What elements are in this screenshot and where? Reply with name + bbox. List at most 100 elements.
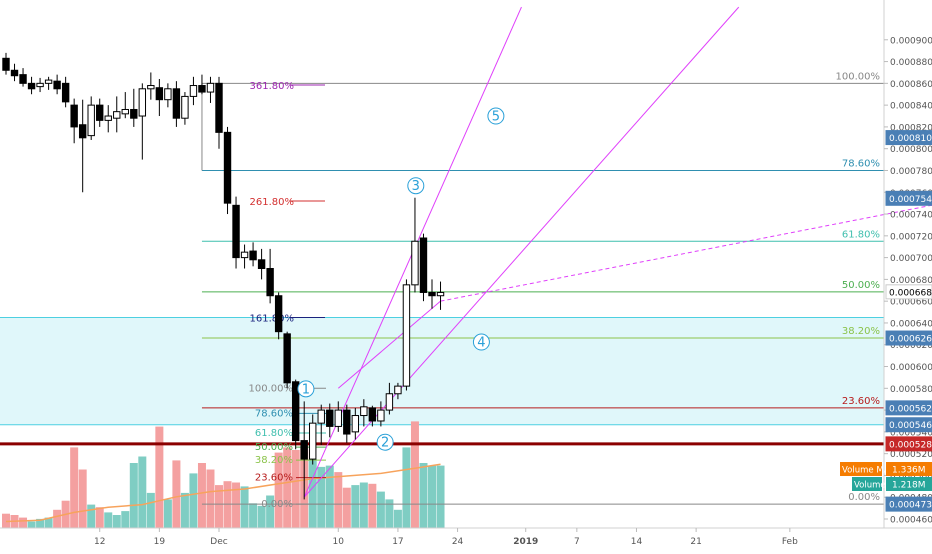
candle-body xyxy=(121,108,129,115)
volume-tag-name-label: Volume MA xyxy=(842,466,890,476)
candle-body xyxy=(181,95,189,119)
volume-bar xyxy=(19,517,28,528)
volume-bar xyxy=(385,499,394,528)
y-tick-label: 0.00066000 xyxy=(890,298,932,308)
volume-bar xyxy=(112,515,121,528)
volume-bar xyxy=(146,492,155,528)
mini-fib-label: 61.80% xyxy=(255,428,293,439)
volume-ma-line xyxy=(5,463,441,523)
candle-body xyxy=(87,104,95,137)
volume-bar xyxy=(215,485,223,528)
volume-bar xyxy=(257,505,266,528)
volume-bar xyxy=(197,463,206,528)
volume-bar xyxy=(410,421,419,528)
volume-bar xyxy=(163,499,172,528)
candle-body xyxy=(317,409,325,424)
price-tag-layer: 0.00081021 0.00075445 0.00066858 0.00062616… xyxy=(840,130,932,512)
highlight-zone xyxy=(0,317,884,425)
y-tick-label: 0.00054000 xyxy=(890,428,932,438)
fib-level-label: 78.60% xyxy=(842,158,880,169)
x-tick-label: Dec xyxy=(210,537,227,547)
y-tick-label: 0.00058000 xyxy=(890,385,932,395)
y-tick-label: 0.00082000 xyxy=(890,123,932,133)
volume-bar xyxy=(308,459,317,528)
x-tick-label: 2019 xyxy=(513,537,538,547)
volume-bar xyxy=(189,473,198,528)
wave-label-text: 5 xyxy=(492,110,500,125)
mini-fib-label: 78.60% xyxy=(255,408,293,419)
mini-fib-label: 50.00% xyxy=(255,442,293,453)
volume-bar xyxy=(283,447,292,528)
y-tick-label: 0.00086000 xyxy=(890,80,932,90)
price-tag xyxy=(885,330,932,346)
candle-body xyxy=(402,284,411,387)
candle-body xyxy=(78,124,87,139)
volume-bar xyxy=(240,486,249,528)
price-tag xyxy=(885,436,932,452)
fib-level-label: 38.20% xyxy=(842,326,880,337)
y-tick-label: 0.00062000 xyxy=(890,341,932,351)
volume-bar xyxy=(291,450,300,528)
y-tick-label: 0.00068000 xyxy=(890,276,932,286)
x-tick-label: 10 xyxy=(333,537,345,547)
fib-extension-label: 361.80% xyxy=(250,81,295,92)
candle-body xyxy=(300,440,308,460)
wave-label-circle xyxy=(487,107,505,125)
volume-bar xyxy=(138,456,147,528)
volume-bar xyxy=(359,482,368,528)
candle-body xyxy=(96,104,104,121)
y-tick-label: 0.00084000 xyxy=(890,102,932,112)
mini-fib-label: 100.00% xyxy=(249,383,294,394)
candle-body xyxy=(428,291,436,297)
volume-bar xyxy=(78,469,87,528)
candle-body xyxy=(198,85,206,93)
volume-bar xyxy=(36,518,45,528)
candle-body xyxy=(113,111,121,119)
wave-label-circle xyxy=(297,380,315,398)
candle-body xyxy=(334,409,342,427)
candle-body xyxy=(36,82,44,88)
price-tag-label: 0.00075445 xyxy=(889,195,932,205)
volume-bar xyxy=(53,509,62,528)
volume-bar xyxy=(27,521,36,528)
fib-level-label: 0.00% xyxy=(848,492,880,503)
x-tick-label: 19 xyxy=(154,537,166,547)
wave-label-layer: 1 2 3 4 5 xyxy=(297,107,505,451)
price-tag xyxy=(885,417,932,433)
price-tag-label: 0.00062616 xyxy=(889,335,932,345)
candle-body xyxy=(19,74,27,84)
price-tag-label: 0.00047366 xyxy=(889,501,932,511)
candle-body xyxy=(215,82,223,133)
price-tag xyxy=(885,130,932,146)
y-tick-label: 0.00064000 xyxy=(890,319,932,329)
candle-body xyxy=(27,82,36,90)
y-tick-label: 0.00060000 xyxy=(890,363,932,373)
candle-body xyxy=(377,409,385,422)
y-tick-label: 0.00070000 xyxy=(890,254,932,264)
volume-bar xyxy=(180,492,189,528)
volume-bar xyxy=(266,495,275,528)
candle-body xyxy=(394,385,402,395)
candle-body xyxy=(274,295,283,333)
y-tick-label: 0.00074000 xyxy=(890,211,932,221)
candle-body xyxy=(385,393,394,411)
candle-body xyxy=(240,251,249,259)
candle-body xyxy=(360,406,368,417)
candle-body xyxy=(10,69,19,77)
price-tag-label: 0.00066858 xyxy=(889,288,932,298)
x-tick-label: 7 xyxy=(574,537,580,547)
y-tick-label: 0.00080000 xyxy=(890,145,932,155)
x-tick-label: 24 xyxy=(452,537,464,547)
y-tick-label: 0.00046000 xyxy=(890,516,932,526)
volume-bar xyxy=(206,469,215,528)
volume-bar xyxy=(274,452,283,528)
price-tag-label: 0.00056204 xyxy=(889,404,932,414)
volume-bar xyxy=(121,511,130,528)
volume-bar xyxy=(172,460,181,528)
fib-level-label: 100.00% xyxy=(836,71,881,82)
volume-bar xyxy=(70,447,79,528)
volume-bar xyxy=(393,509,402,528)
candle-body xyxy=(172,88,181,119)
volume-bar xyxy=(87,504,96,528)
